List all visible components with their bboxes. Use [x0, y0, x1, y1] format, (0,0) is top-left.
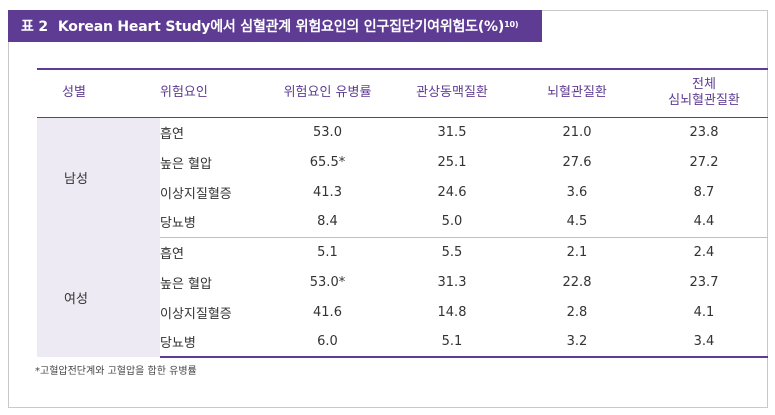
total-cell: 3.4	[640, 327, 768, 358]
prevalence-cell: 53.0*	[309, 274, 346, 290]
header-total-line1: 전체	[692, 77, 716, 93]
table-container: 성별 위험요인 위험요인 유병률 관상동맥질환 뇌혈관질환 전체 심뇌혈관질환 …	[37, 68, 768, 358]
prevalence-cell: 6.0	[265, 327, 390, 358]
factor-cell: 흡연	[160, 246, 184, 262]
stroke-cell: 27.6	[562, 154, 592, 170]
table-title-bar: 표 2 Korean Heart Study에서 심혈관계 위험요인의 인구집단…	[8, 10, 542, 42]
factor-cell: 높은 혈압	[160, 156, 212, 172]
table-row: 당뇨병 6.0 5.1 3.2 3.4	[37, 327, 768, 358]
stroke-cell: 2.1	[566, 244, 588, 260]
stroke-cell: 3.6	[566, 184, 588, 200]
risk-factor-table: 성별 위험요인 위험요인 유병률 관상동맥질환 뇌혈관질환 전체 심뇌혈관질환 …	[37, 68, 768, 358]
header-row: 성별 위험요인 위험요인 유병률 관상동맥질환 뇌혈관질환 전체 심뇌혈관질환	[37, 68, 768, 118]
total-cell: 8.7	[693, 184, 715, 200]
chd-cell: 31.3	[437, 274, 467, 290]
stroke-cell: 21.0	[562, 124, 592, 140]
table-footnote: *고혈압전단계와 고혈압을 합한 유병률	[35, 366, 197, 377]
factor-cell: 흡연	[160, 126, 184, 142]
table-row: 높은 혈압 65.5* 25.1 27.6 27.2	[37, 147, 768, 177]
header-total-line2: 심뇌혈관질환	[668, 93, 740, 109]
table-row: 높은 혈압 53.0* 31.3 22.8 23.7	[37, 267, 768, 297]
sex-cell-male: 남성	[37, 117, 160, 237]
chd-cell: 5.5	[441, 244, 463, 260]
factor-cell: 당뇨병	[160, 327, 265, 358]
total-cell: 27.2	[689, 154, 719, 170]
chd-cell: 31.5	[437, 124, 467, 140]
table-row: 여성 흡연 5.1 5.5 2.1 2.4	[37, 237, 768, 357]
table-row: 당뇨병 8.4 5.0 4.5 4.4	[37, 207, 768, 238]
chd-cell: 5.0	[390, 207, 514, 238]
chd-cell: 25.1	[437, 154, 467, 170]
header-total: 전체 심뇌혈관질환	[640, 68, 768, 118]
factor-cell: 이상지질혈증	[160, 186, 232, 202]
total-cell: 23.7	[689, 274, 719, 290]
stroke-cell: 2.8	[566, 304, 588, 320]
prevalence-cell: 41.3	[313, 184, 342, 200]
chd-cell: 5.1	[390, 327, 514, 358]
total-cell: 2.4	[693, 244, 715, 260]
chd-cell: 14.8	[437, 304, 467, 320]
prevalence-cell: 41.6	[313, 304, 342, 320]
stroke-cell: 22.8	[562, 274, 592, 290]
stroke-cell: 4.5	[514, 207, 640, 238]
factor-cell: 높은 혈압	[160, 276, 212, 292]
prevalence-cell: 8.4	[265, 207, 390, 238]
factor-cell: 이상지질혈증	[160, 306, 232, 322]
header-chd: 관상동맥질환	[390, 68, 514, 118]
table-row: 이상지질혈증 41.3 24.6 3.6 8.7	[37, 177, 768, 207]
prevalence-cell: 5.1	[317, 244, 338, 260]
title-reference: 10)	[504, 19, 519, 29]
stroke-cell: 3.2	[514, 327, 640, 358]
header-stroke: 뇌혈관질환	[514, 68, 640, 118]
header-factor: 위험요인	[160, 68, 265, 118]
header-sex: 성별	[37, 68, 160, 118]
total-cell: 4.4	[640, 207, 768, 238]
factor-cell: 당뇨병	[160, 207, 265, 238]
sex-cell-female: 여성	[37, 237, 160, 357]
table-title: Korean Heart Study에서 심혈관계 위험요인의 인구집단기여위험…	[57, 19, 505, 35]
header-prevalence: 위험요인 유병률	[265, 68, 390, 118]
total-cell: 23.8	[689, 124, 719, 140]
total-cell: 4.1	[693, 304, 715, 320]
table-row: 남성 흡연 53.0 31.5 21.0 23.8	[37, 117, 768, 237]
prevalence-cell: 65.5*	[309, 154, 346, 170]
prevalence-cell: 53.0	[313, 124, 342, 140]
table-number: 표 2	[21, 19, 48, 35]
table-row: 이상지질혈증 41.6 14.8 2.8 4.1	[37, 297, 768, 327]
chd-cell: 24.6	[437, 184, 467, 200]
